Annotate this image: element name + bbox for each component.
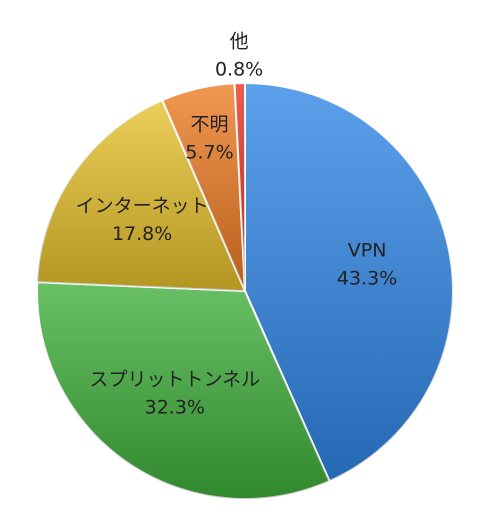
slice-shade xyxy=(245,83,453,482)
slice-shade xyxy=(234,83,245,291)
slice-label: 他 xyxy=(230,31,249,53)
slice-label: インターネット xyxy=(76,195,209,217)
slice-label: VPN xyxy=(348,240,387,262)
slice-shade xyxy=(37,100,246,291)
slice-value: 32.3% xyxy=(145,397,205,419)
slice-shade xyxy=(162,83,245,291)
slice-value: 43.3% xyxy=(337,268,397,290)
slice-shade xyxy=(37,282,330,499)
slice-value: 5.7% xyxy=(185,142,233,164)
slice-label: 不明 xyxy=(190,114,228,136)
slice-label: スプリットトンネル xyxy=(89,369,260,391)
slice-value: 0.8% xyxy=(215,59,263,81)
slice-value: 17.8% xyxy=(112,223,172,245)
